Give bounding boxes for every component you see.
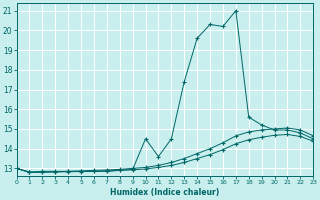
- X-axis label: Humidex (Indice chaleur): Humidex (Indice chaleur): [110, 188, 220, 197]
